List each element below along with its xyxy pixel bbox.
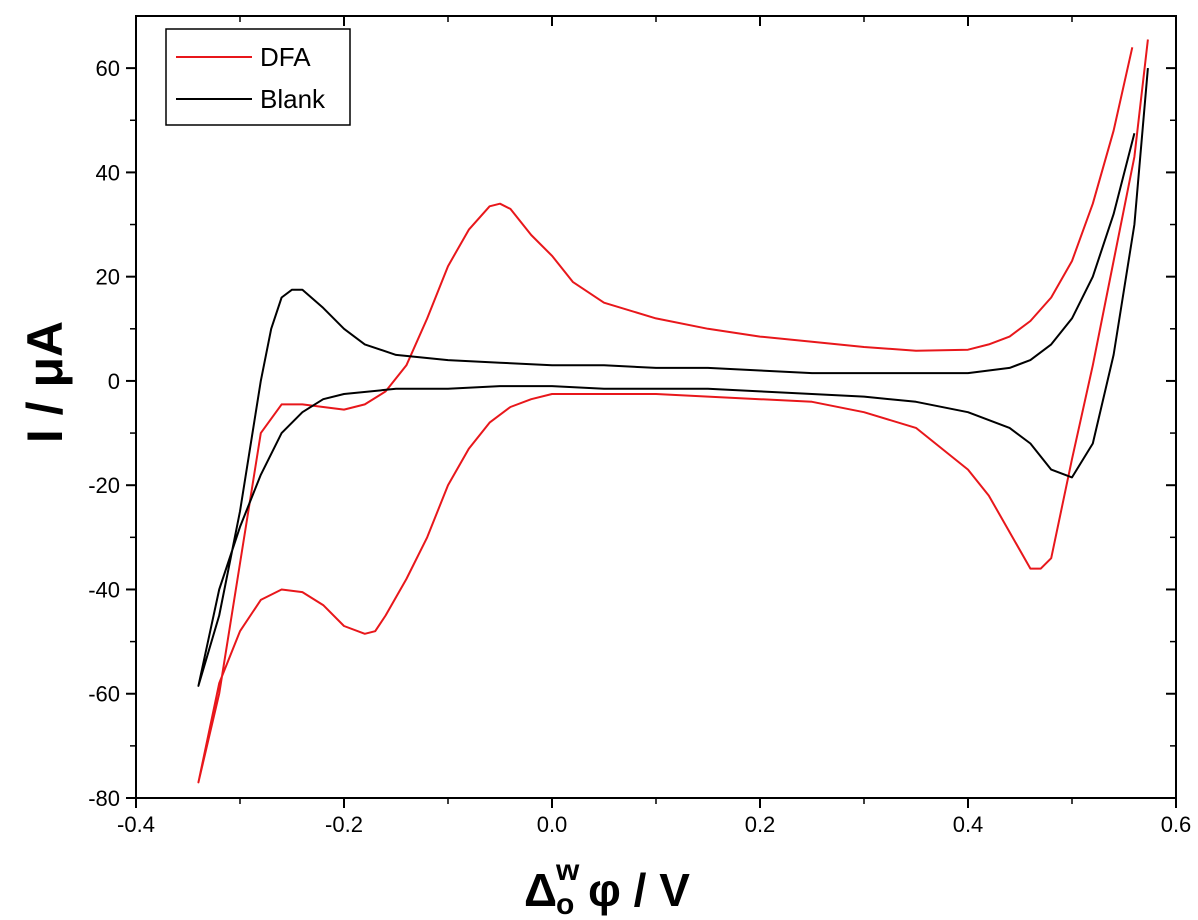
legend-label-dfa: DFA: [260, 42, 311, 72]
ticks-layer: -0.4 -0.2 0.0 0.2 0.4 0.6 -80 -60 -40 -20 0 20 40 60: [88, 16, 1191, 837]
x-tick-label: 0.6: [1161, 812, 1192, 837]
plot-frame: [135, 15, 1177, 799]
x-tick-label: 0.2: [745, 812, 776, 837]
y-tick-label: 40: [96, 160, 120, 185]
y-axis-title: I / μA: [17, 321, 73, 443]
legend-box: [165, 28, 351, 126]
y-tick-label: -60: [88, 682, 120, 707]
y-tick-label: 20: [96, 265, 120, 290]
y-tick-label: -80: [88, 786, 120, 811]
y-tick-label: 60: [96, 56, 120, 81]
x-tick-label: -0.4: [117, 812, 155, 837]
x-tick-label: 0.0: [537, 812, 568, 837]
x-tick-label: -0.2: [325, 812, 363, 837]
series-line-dfa: [197, 39, 1149, 784]
series-layer: [197, 39, 1149, 784]
x-axis-title: Δ w o φ / V: [524, 854, 690, 920]
legend-label-blank: Blank: [260, 84, 326, 114]
y-tick-label: -40: [88, 577, 120, 602]
series-line-blank: [197, 68, 1149, 687]
y-tick-label: 0: [108, 369, 120, 394]
x-axis-title-sup: w: [555, 854, 580, 887]
x-axis-title-rest: φ / V: [588, 864, 690, 916]
x-axis-title-delta: Δ: [524, 864, 557, 916]
x-tick-label: 0.4: [953, 812, 984, 837]
y-tick-label: -20: [88, 473, 120, 498]
x-axis-title-sub: o: [556, 888, 574, 920]
legend: DFA Blank: [165, 28, 351, 126]
